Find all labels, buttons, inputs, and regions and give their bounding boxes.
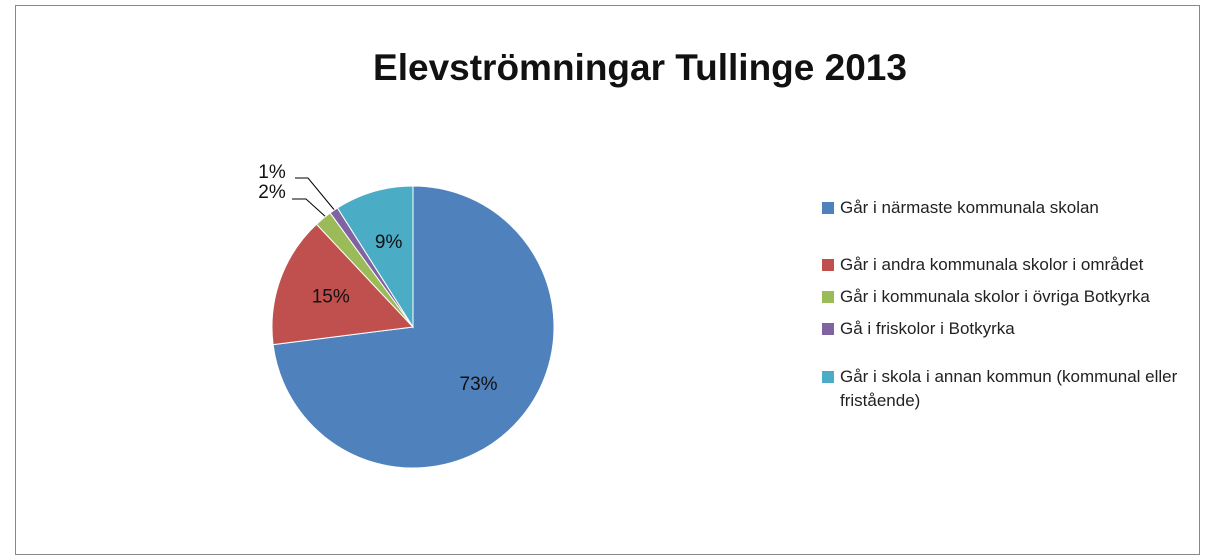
legend-item: Går i kommunala skolor i övriga Botkyrka xyxy=(820,285,1180,309)
legend-swatch xyxy=(822,259,834,271)
leader-line xyxy=(295,177,337,213)
legend-label: Går i skola i annan kommun (kommunal ell… xyxy=(840,367,1178,410)
data-label: 9% xyxy=(375,232,403,253)
leader-line xyxy=(292,198,328,219)
legend-label: Går i närmaste kommunala skolan xyxy=(840,198,1099,217)
pie-slice xyxy=(271,223,415,346)
legend-item: Går i andra kommunala skolor i området xyxy=(820,253,1180,277)
legend-item: Gå i friskolor i Botkyrka xyxy=(820,317,1180,341)
data-label: 15% xyxy=(312,286,350,307)
data-label: 1% xyxy=(258,162,286,183)
chart-title: Elevströmningar Tullinge 2013 xyxy=(373,47,907,88)
legend-swatch xyxy=(822,291,834,303)
legend-swatch xyxy=(822,371,834,383)
data-label: 73% xyxy=(460,374,498,395)
frame xyxy=(15,5,1200,555)
legend-label: Gå i friskolor i Botkyrka xyxy=(840,319,1015,338)
legend-label: Går i andra kommunala skolor i området xyxy=(840,255,1144,274)
legend-swatch xyxy=(822,323,834,335)
legend-label: Går i kommunala skolor i övriga Botkyrka xyxy=(840,287,1150,306)
legend-swatch xyxy=(822,202,834,214)
pie-slice xyxy=(336,185,414,329)
legend-item: Går i skola i annan kommun (kommunal ell… xyxy=(820,365,1180,413)
legend-item: Går i närmaste kommunala skolan xyxy=(820,196,1180,220)
data-label: 2% xyxy=(258,182,286,203)
legend: Går i närmaste kommunala skolan Går i and… xyxy=(820,196,1180,413)
